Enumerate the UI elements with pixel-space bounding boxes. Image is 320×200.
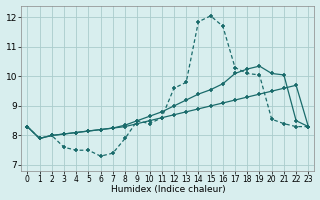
X-axis label: Humidex (Indice chaleur): Humidex (Indice chaleur) <box>110 185 225 194</box>
